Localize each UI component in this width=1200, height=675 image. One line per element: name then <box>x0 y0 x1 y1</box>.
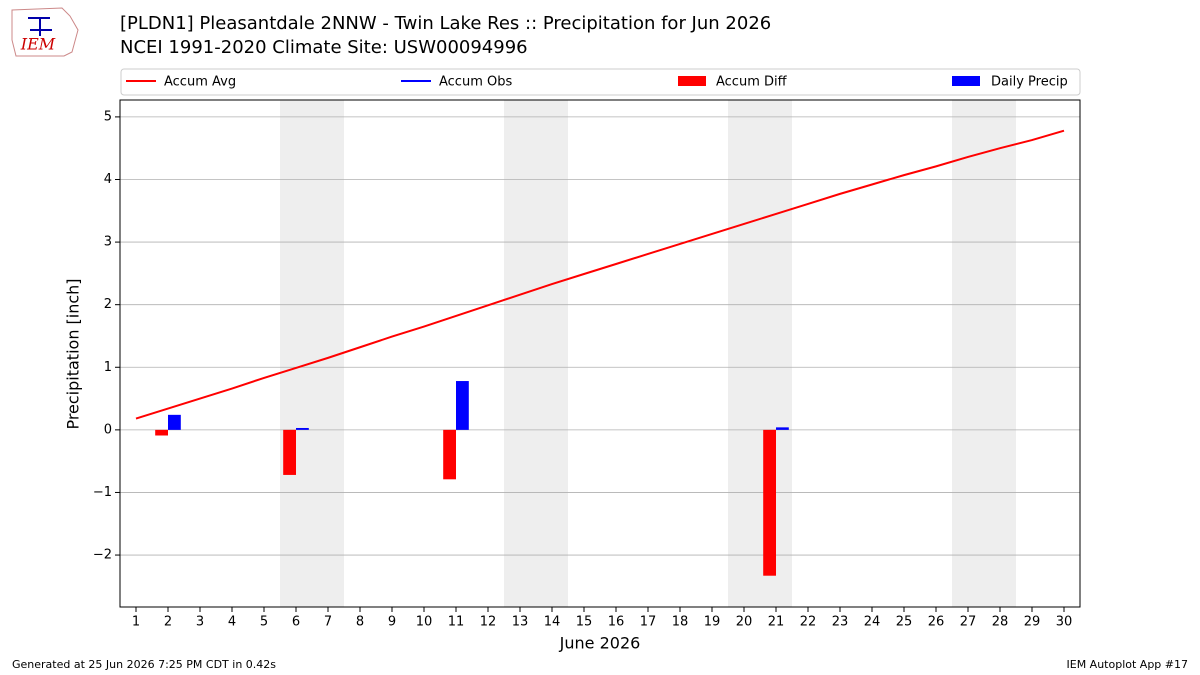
logo: IEM <box>11 7 79 57</box>
bar <box>443 429 456 480</box>
legend-label: Accum Obs <box>439 75 512 90</box>
x-tick-label: 16 <box>608 615 625 630</box>
legend-label: Accum Diff <box>716 75 788 90</box>
weekend-shade <box>984 100 1016 607</box>
bar <box>168 414 181 430</box>
bar <box>155 429 168 436</box>
plot-frame <box>119 99 1081 608</box>
chart-subtitle: NCEI 1991-2020 Climate Site: USW00094996 <box>120 37 528 58</box>
bar <box>456 381 469 430</box>
x-tick-label: 7 <box>324 615 332 630</box>
x-tick-label: 28 <box>992 615 1009 630</box>
y-tick-label: 1 <box>104 360 112 375</box>
y-tick-label: 4 <box>104 172 112 187</box>
footer-right: IEM Autoplot App #17 <box>1067 658 1189 671</box>
y-tick-label: 3 <box>104 235 112 250</box>
x-tick-label: 14 <box>544 615 561 630</box>
x-tick-label: 5 <box>260 615 268 630</box>
weekend-shade <box>280 100 312 607</box>
legend-swatch <box>952 76 980 86</box>
x-tick-label: 20 <box>736 615 753 630</box>
x-tick-label: 10 <box>416 615 433 630</box>
x-tick-label: 8 <box>356 615 364 630</box>
bar <box>776 427 789 430</box>
line <box>135 129 1065 420</box>
y-tick-label: −1 <box>93 485 112 500</box>
bar <box>763 429 776 576</box>
weekend-shade <box>952 100 984 607</box>
x-tick-label: 13 <box>512 615 529 630</box>
x-tick-label: 27 <box>960 615 977 630</box>
x-tick-label: 19 <box>704 615 721 630</box>
x-tick-label: 15 <box>576 615 593 630</box>
x-tick-label: 4 <box>228 615 236 630</box>
x-tick-label: 25 <box>896 615 913 630</box>
x-tick-label: 17 <box>640 615 657 630</box>
x-tick-label: 9 <box>388 615 396 630</box>
weekend-shade <box>504 100 536 607</box>
x-tick-label: 12 <box>480 615 497 630</box>
x-tick-label: 24 <box>864 615 881 630</box>
x-tick-label: 3 <box>196 615 204 630</box>
logo-outline <box>11 7 79 57</box>
legend-label: Daily Precip <box>991 75 1068 90</box>
weekend-shade <box>728 100 760 607</box>
x-tick-label: 21 <box>768 615 785 630</box>
chart-title: [PLDN1] Pleasantdale 2NNW - Twin Lake Re… <box>120 13 771 34</box>
legend-swatch <box>678 76 706 86</box>
x-tick-label: 23 <box>832 615 849 630</box>
y-tick-label: 2 <box>104 297 112 312</box>
x-tick-label: 29 <box>1024 615 1041 630</box>
x-tick-label: 18 <box>672 615 689 630</box>
x-tick-label: 30 <box>1056 615 1073 630</box>
y-axis-label: Precipitation [inch] <box>64 278 83 429</box>
legend-box <box>120 68 1081 96</box>
x-tick-label: 11 <box>448 615 465 630</box>
bar <box>283 429 296 475</box>
y-tick-label: 5 <box>104 109 112 124</box>
y-tick-label: −2 <box>93 548 112 563</box>
x-tick-label: 22 <box>800 615 817 630</box>
logo-text: IEM <box>20 35 56 54</box>
x-tick-label: 1 <box>132 615 140 630</box>
bar <box>296 427 309 430</box>
y-tick-label: 0 <box>104 422 112 437</box>
x-tick-label: 26 <box>928 615 945 630</box>
x-tick-label: 6 <box>292 615 300 630</box>
x-axis-label: June 2026 <box>559 634 641 653</box>
weekend-shade <box>536 100 568 607</box>
logo-icon <box>28 17 52 36</box>
x-tick-label: 2 <box>164 615 172 630</box>
footer-left: Generated at 25 Jun 2026 7:25 PM CDT in … <box>12 658 276 671</box>
legend-label: Accum Avg <box>164 75 236 90</box>
